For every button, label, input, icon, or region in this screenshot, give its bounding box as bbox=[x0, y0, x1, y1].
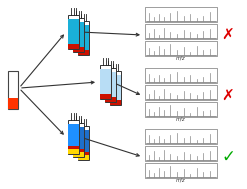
Text: m/z: m/z bbox=[176, 56, 186, 60]
Bar bbox=[68, 19, 79, 44]
Bar bbox=[145, 146, 217, 161]
Bar bbox=[78, 155, 89, 160]
Bar bbox=[105, 72, 116, 97]
Text: m/z: m/z bbox=[176, 177, 186, 183]
Bar bbox=[145, 85, 217, 100]
Bar bbox=[73, 127, 84, 149]
Bar bbox=[105, 97, 116, 102]
Bar bbox=[8, 98, 18, 109]
Bar bbox=[8, 71, 18, 109]
Bar bbox=[68, 44, 79, 49]
Text: ✓: ✓ bbox=[221, 148, 235, 166]
Bar bbox=[78, 130, 89, 152]
Bar bbox=[73, 123, 84, 157]
Bar bbox=[145, 7, 217, 22]
Bar bbox=[78, 50, 89, 55]
Bar bbox=[110, 100, 121, 105]
Bar bbox=[68, 124, 79, 146]
Bar bbox=[78, 126, 89, 160]
Bar bbox=[145, 24, 217, 39]
Bar bbox=[73, 152, 84, 157]
Bar bbox=[73, 149, 84, 152]
Bar bbox=[78, 21, 89, 55]
Bar bbox=[68, 146, 79, 149]
Bar bbox=[145, 41, 217, 56]
Bar bbox=[73, 47, 84, 52]
Bar bbox=[100, 65, 111, 99]
Bar bbox=[73, 18, 84, 52]
Bar bbox=[110, 75, 121, 100]
Bar bbox=[78, 25, 89, 50]
Bar bbox=[73, 22, 84, 47]
Bar bbox=[145, 163, 217, 178]
Bar bbox=[145, 102, 217, 117]
Bar bbox=[100, 69, 111, 94]
Bar bbox=[110, 71, 121, 105]
Bar bbox=[105, 68, 116, 102]
Bar bbox=[78, 152, 89, 155]
Text: ✗: ✗ bbox=[222, 28, 234, 43]
Bar bbox=[145, 68, 217, 83]
Bar bbox=[68, 120, 79, 154]
Text: m/z: m/z bbox=[176, 116, 186, 122]
Bar bbox=[68, 149, 79, 154]
Bar bbox=[100, 94, 111, 99]
Bar bbox=[68, 15, 79, 49]
Text: ✗: ✗ bbox=[222, 88, 234, 104]
Bar bbox=[145, 129, 217, 144]
